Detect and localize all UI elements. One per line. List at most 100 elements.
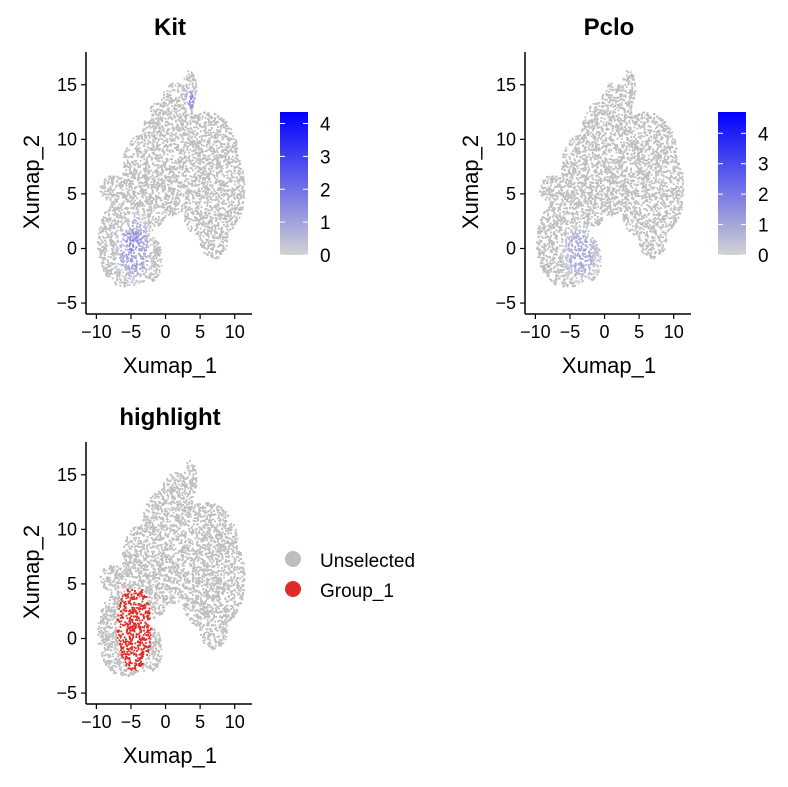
cell-point (152, 124, 155, 127)
cell-point (105, 267, 108, 270)
cell-point (200, 231, 203, 234)
cell-point (98, 248, 101, 250)
cell-point (171, 170, 174, 173)
cell-point (214, 236, 217, 239)
cell-point (132, 202, 135, 205)
cell-point (142, 225, 145, 228)
cell-point (241, 179, 244, 182)
cell-point (150, 110, 153, 112)
cell-point (182, 172, 185, 174)
cell-point (122, 196, 125, 199)
cell-point (159, 133, 161, 136)
cell-point (153, 133, 156, 136)
cell-point (174, 159, 177, 162)
cell-point (172, 187, 175, 190)
cell-point (195, 152, 198, 155)
cell-point (192, 116, 194, 119)
cell-point (106, 219, 109, 222)
cell-point (151, 218, 154, 221)
cell-point (188, 139, 191, 142)
cell-point (122, 238, 124, 240)
cell-point (129, 248, 131, 250)
cell-point (203, 189, 206, 192)
cell-point (178, 128, 180, 131)
cell-point (191, 200, 194, 203)
cell-point (127, 162, 129, 165)
cell-point (168, 188, 170, 190)
cell-point (132, 238, 134, 240)
cell-point (135, 135, 138, 138)
cell-point (184, 207, 187, 210)
cell-point (159, 143, 161, 146)
cell-point (194, 181, 197, 183)
cell-point (145, 271, 147, 273)
cell-point (110, 256, 112, 259)
cell-point (200, 135, 203, 138)
cell-point (188, 199, 191, 202)
cell-point (215, 144, 218, 147)
cell-point (134, 195, 137, 197)
cell-point (229, 228, 232, 231)
cell-point (170, 123, 173, 125)
cell-point (147, 219, 150, 221)
cell-point (239, 206, 241, 209)
cell-point (206, 195, 209, 198)
cell-point (207, 199, 209, 201)
cell-point (110, 270, 112, 273)
cell-point (190, 207, 193, 210)
cell-point (224, 182, 227, 185)
cell-point (99, 244, 101, 246)
cell-point (171, 139, 174, 142)
cell-point (103, 269, 105, 272)
cell-point (138, 193, 140, 195)
cell-point (174, 98, 176, 101)
cell-point (180, 124, 183, 127)
cell-point (108, 226, 111, 229)
cell-point (125, 272, 128, 275)
cell-point (112, 258, 115, 261)
cell-point (144, 177, 146, 180)
cell-point (182, 164, 184, 167)
cell-point (216, 147, 219, 150)
cell-point (160, 265, 163, 267)
cell-point (224, 202, 226, 205)
cell-point (110, 243, 113, 245)
cell-point (177, 175, 180, 178)
cell-point (216, 136, 219, 139)
cell-point (206, 183, 209, 186)
cell-point (156, 182, 158, 185)
cell-point (143, 247, 146, 250)
cell-point (101, 184, 104, 187)
cell-point (102, 237, 105, 239)
cell-point (220, 186, 222, 189)
cell-point (205, 197, 208, 200)
cell-point (181, 173, 184, 175)
cell-point (168, 211, 171, 213)
cell-point (216, 232, 218, 234)
cell-point (112, 183, 114, 185)
cell-point (156, 121, 159, 124)
cell-point (106, 190, 109, 192)
cell-point (205, 238, 208, 241)
cell-point (193, 215, 196, 218)
cell-point (117, 216, 120, 219)
cell-point (206, 180, 209, 183)
cell-point (185, 95, 188, 98)
cell-point (196, 177, 198, 179)
cell-point (199, 160, 201, 163)
cell-point (179, 120, 182, 123)
cell-point (192, 145, 194, 147)
cell-point (152, 279, 154, 282)
cell-point (104, 248, 107, 251)
cell-point (207, 172, 209, 175)
cell-point (108, 224, 111, 227)
cell-point (169, 134, 172, 137)
cell-point (128, 200, 131, 203)
cell-point (143, 171, 146, 173)
cell-point (100, 190, 103, 193)
cell-point (125, 253, 128, 256)
cell-point (157, 220, 159, 222)
cell-point (200, 242, 202, 245)
cell-point (190, 127, 192, 129)
cell-point (156, 276, 158, 278)
